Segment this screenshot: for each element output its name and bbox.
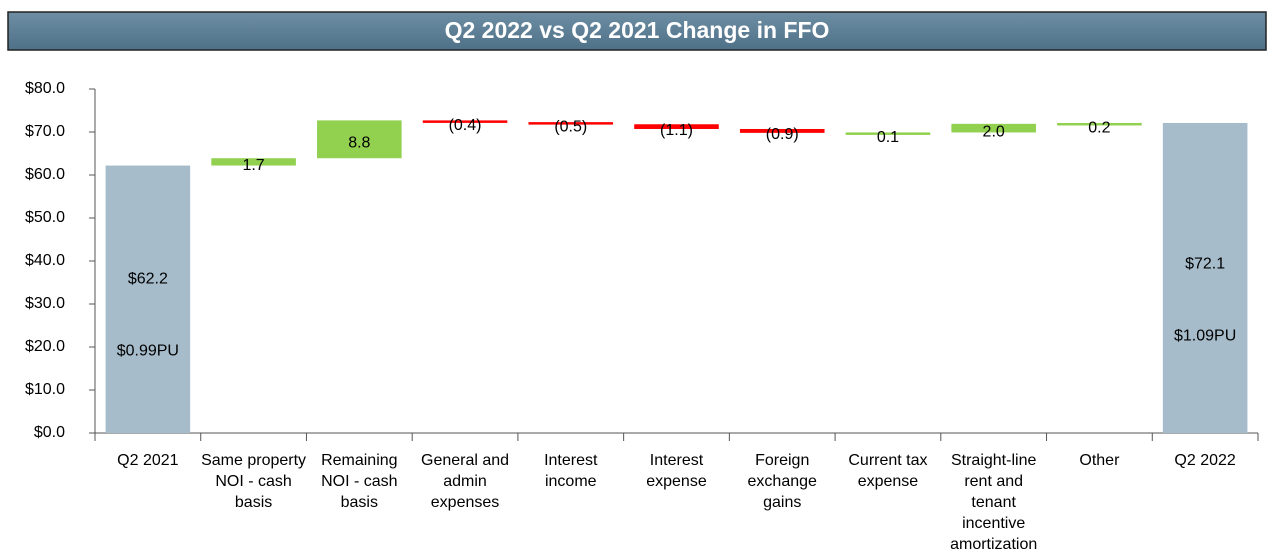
value-label: 0.2 [1088,119,1110,136]
y-tick-label: $20.0 [25,338,65,355]
y-tick-label: $10.0 [25,381,65,398]
y-tick-label: $0.0 [34,424,65,441]
y-tick-label: $60.0 [25,166,65,183]
x-tick-label: Foreign exchange gains [747,452,817,511]
bar [211,158,296,166]
bar [105,165,191,434]
bar [528,122,614,125]
bar [634,124,719,129]
chart-title: Q2 2022 vs Q2 2021 Change in FFO [445,17,830,43]
y-tick-label: $70.0 [25,123,65,140]
value-label: (1.1) [660,122,693,139]
value-label: $72.1 [1185,256,1225,273]
x-tick-label: Straight-line rent and tenant incentive … [950,452,1038,553]
value-label: 8.8 [348,135,370,152]
x-tick-label: Remaining NOI - cash basis [321,452,398,511]
y-tick-label: $50.0 [25,209,65,226]
y-tick-label: $80.0 [25,80,65,97]
title-banner [7,11,1267,51]
value-label: (0.5) [554,119,587,136]
value-label: $62.2 [128,271,168,288]
value-label: 0.1 [877,129,899,146]
value-label: (0.9) [766,126,799,143]
y-tick-label: $30.0 [25,295,65,312]
x-tick-label: Other [1079,452,1120,469]
x-tick-label: Interest expense [646,452,707,490]
x-tick-label: Interest income [544,452,598,490]
bar [951,123,1036,133]
bar [845,132,931,135]
bar [317,120,402,159]
bar [422,120,508,123]
x-tick-label: Same property NOI - cash basis [201,452,307,511]
bar-note: $1.09PU [1174,328,1236,345]
value-label: 2.0 [983,123,1005,140]
bar [1057,122,1142,126]
bar [1162,122,1248,433]
value-label: (0.4) [449,117,482,134]
value-label: 1.7 [242,157,264,174]
bar [739,128,825,133]
x-tick-label: Current tax expense [848,452,928,490]
bar-note: $0.99PU [117,343,179,360]
x-tick-label: Q2 2021 [117,452,179,469]
x-tick-label: General and admin expenses [421,452,510,511]
y-tick-label: $40.0 [25,252,65,269]
x-tick-label: Q2 2022 [1174,452,1236,469]
